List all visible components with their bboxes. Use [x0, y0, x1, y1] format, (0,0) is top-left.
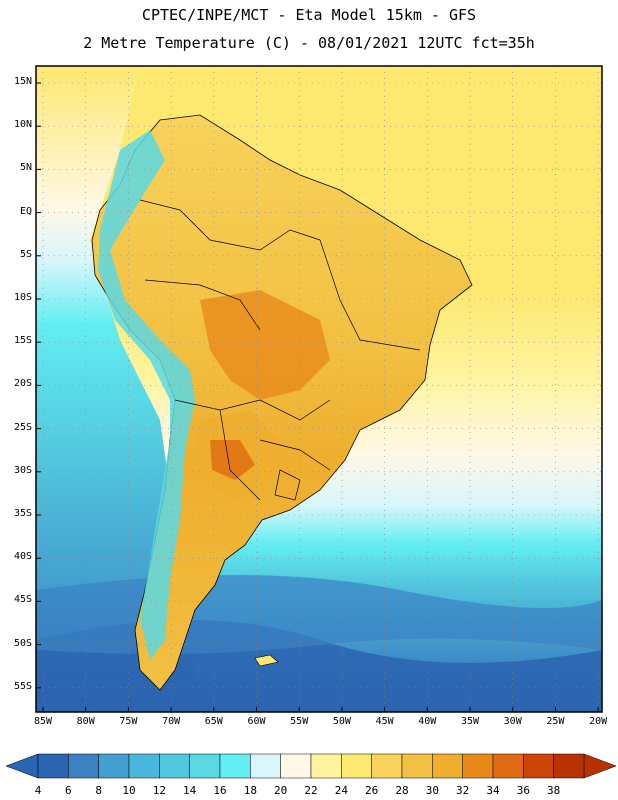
colorbar-segment — [492, 753, 524, 779]
colorbar-label: 26 — [365, 784, 379, 797]
colorbar-segment — [401, 753, 433, 779]
colorbar-low-arrow — [5, 753, 39, 779]
graticule — [36, 66, 602, 712]
colorbar-segment — [98, 753, 130, 779]
lon-label: 80W — [76, 716, 95, 727]
lat-label: 25S — [13, 421, 32, 433]
lat-label: 35S — [13, 508, 32, 519]
colorbar-segment — [250, 753, 281, 779]
lat-label: 20S — [13, 378, 32, 390]
lon-label: 50W — [332, 716, 351, 727]
lat-label: 30S — [13, 464, 32, 476]
colorbar-label: 30 — [425, 784, 439, 797]
lon-label: 60W — [247, 716, 266, 727]
colorbar-segment — [432, 753, 463, 779]
lat-label: 50S — [13, 637, 32, 649]
colorbar-segment — [341, 753, 372, 779]
lon-label: 30W — [503, 716, 522, 727]
colorbar — [5, 753, 617, 779]
colorbar-label: 34 — [486, 784, 500, 797]
colorbar-label: 16 — [213, 784, 227, 797]
lon-label: 70W — [162, 716, 181, 727]
colorbar-label: 18 — [243, 784, 257, 797]
colorbar-segment — [553, 753, 585, 779]
colorbar-label: 10 — [122, 784, 136, 797]
lat-label: 5S — [19, 248, 32, 260]
colorbar-segment — [310, 753, 342, 779]
colorbar-segment — [37, 753, 69, 779]
lon-label: 85W — [33, 716, 53, 727]
lon-label: 25W — [546, 716, 565, 727]
colorbar-label: 38 — [547, 784, 561, 797]
colorbar-label: 22 — [304, 784, 318, 797]
colorbar-label: 12 — [152, 784, 166, 797]
lon-label: 65W — [204, 716, 223, 727]
colorbar-label: 4 — [34, 784, 42, 797]
colorbar-high-arrow — [583, 753, 617, 779]
colorbar-segment — [159, 753, 190, 779]
lon-label: 55W — [290, 716, 309, 727]
colorbar-segment — [523, 753, 554, 779]
colorbar-segment — [68, 753, 99, 779]
colorbar-label: 32 — [456, 784, 470, 797]
colorbar-segment — [462, 753, 494, 779]
colorbar-segment — [280, 753, 312, 779]
lat-label: 55S — [13, 680, 32, 692]
colorbar-label: 28 — [395, 784, 409, 797]
colorbar-label: 36 — [516, 784, 530, 797]
colorbar-segment — [219, 753, 251, 779]
colorbar-label: 6 — [65, 784, 72, 797]
lon-label: 35W — [460, 716, 480, 727]
lat-label: 15N — [13, 76, 32, 87]
lat-label: 40S — [13, 551, 32, 563]
lon-label: 20W — [589, 716, 608, 727]
colorbar-label: 14 — [183, 784, 197, 797]
colorbar-label: 24 — [334, 784, 348, 797]
lat-label: 5N — [19, 162, 32, 174]
map-title: CPTEC/INPE/MCT - Eta Model 15km - GFS — [141, 6, 477, 24]
map-field — [36, 66, 602, 712]
lat-label: 10S — [13, 292, 32, 303]
lat-label: 15S — [13, 335, 32, 347]
colorbar-segment — [128, 753, 160, 779]
lat-label: 45S — [13, 594, 32, 606]
lat-label: 10N — [13, 119, 32, 131]
lat-label: EQ — [19, 205, 32, 217]
colorbar-segment — [189, 753, 221, 779]
lon-label: 40W — [418, 716, 437, 727]
colorbar-segment — [371, 753, 403, 779]
lon-label: 75W — [119, 716, 138, 727]
lon-label: 45W — [375, 716, 394, 727]
hot-interior-zone — [200, 290, 330, 400]
country-borders — [139, 199, 421, 501]
map-frame — [35, 65, 603, 713]
map-subtitle: 2 Metre Temperature (C) - 08/01/2021 12U… — [83, 34, 535, 52]
colorbar-label: 20 — [274, 784, 288, 797]
colorbar-label: 8 — [95, 784, 102, 797]
andes-cold-strip — [98, 130, 195, 660]
